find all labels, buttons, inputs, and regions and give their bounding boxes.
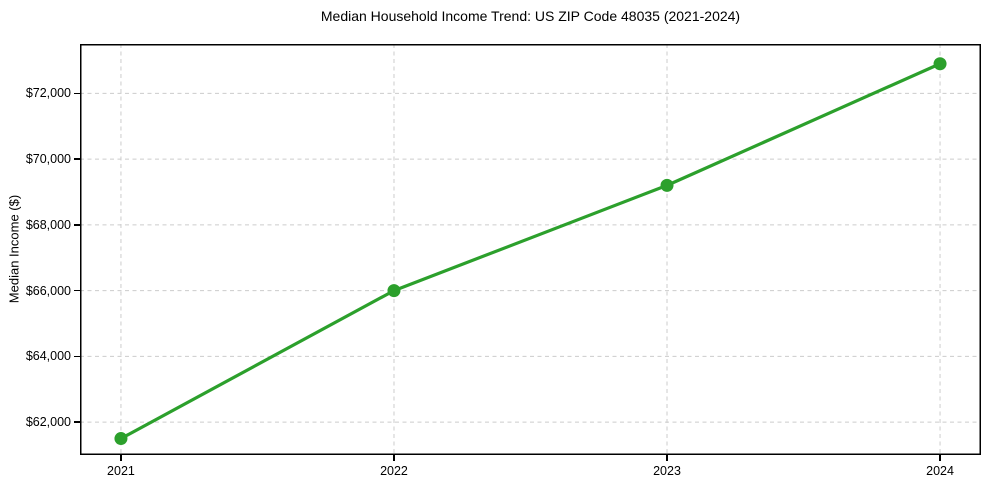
x-tick-mark <box>666 455 668 461</box>
x-tick-mark <box>120 455 122 461</box>
income-trend-line <box>119 62 942 441</box>
y-tick-mark <box>74 224 80 226</box>
line-chart-svg <box>80 44 981 455</box>
y-tick-label: $64,000 <box>25 349 71 364</box>
x-tick-mark <box>939 455 941 461</box>
y-tick-mark <box>74 355 80 358</box>
y-tick-label: $72,000 <box>25 86 71 101</box>
plot-border <box>80 44 981 455</box>
x-tick-label: 2021 <box>107 464 135 478</box>
y-tick-mark <box>74 158 80 160</box>
y-tick-mark <box>74 421 80 423</box>
y-tick-label: $70,000 <box>25 152 71 167</box>
y-tick-label: $66,000 <box>25 283 71 298</box>
plot-area <box>80 44 981 455</box>
data-point-marker <box>114 432 128 446</box>
data-point-marker <box>933 57 947 71</box>
x-tick-label: 2022 <box>380 464 408 478</box>
data-point-marker <box>387 284 401 298</box>
y-tick-label: $62,000 <box>25 415 71 430</box>
x-tick-mark <box>393 455 395 461</box>
chart-title: Median Household Income Trend: US ZIP Co… <box>320 8 741 24</box>
x-tick-label: 2023 <box>653 464 681 478</box>
y-tick-mark <box>74 92 80 95</box>
y-tick-label: $68,000 <box>25 217 71 232</box>
data-point-marker <box>660 178 674 192</box>
x-tick-label: 2024 <box>926 464 954 478</box>
y-tick-mark <box>74 289 80 292</box>
